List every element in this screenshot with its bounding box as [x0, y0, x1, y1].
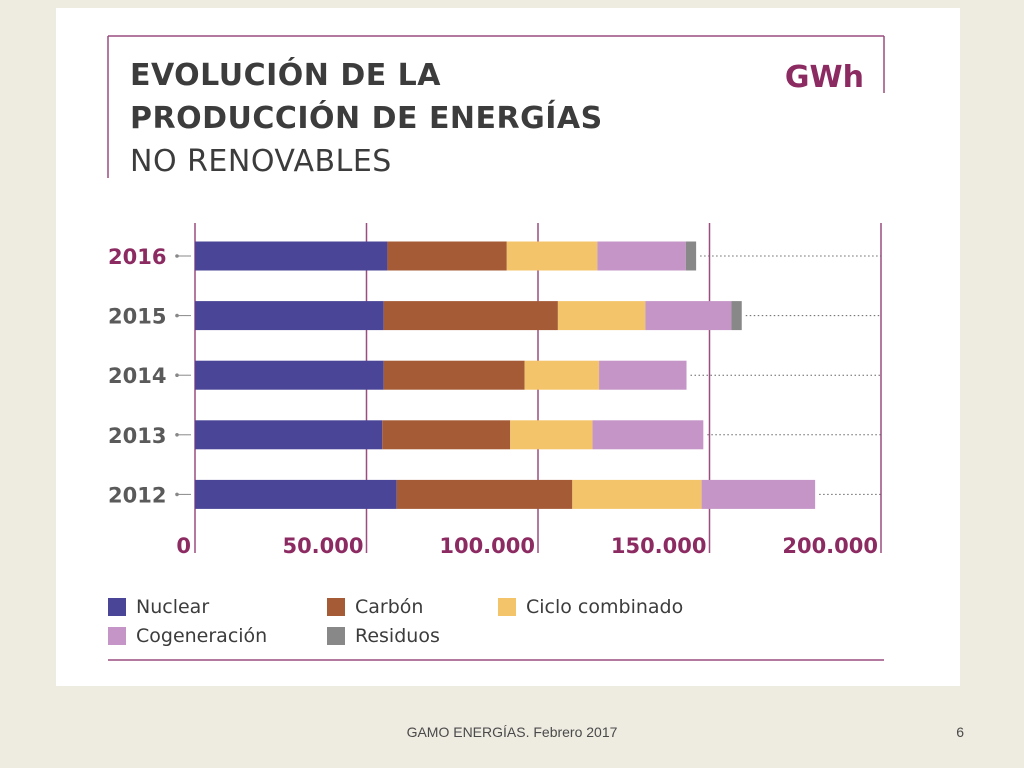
chart-title-line-2: PRODUCCIÓN DE ENERGÍAS: [130, 101, 603, 136]
x-tick-label: 200.000: [782, 534, 878, 558]
x-tick-label: 150.000: [611, 534, 707, 558]
chart-title-line-3: NO RENOVABLES: [130, 144, 392, 179]
category-connector-dot: [175, 492, 179, 497]
category-label: 2016: [108, 245, 166, 269]
category-connector-dot: [175, 373, 179, 378]
legend-label: Carbón: [355, 596, 424, 618]
legend-swatch: [327, 627, 345, 645]
category-label: 2014: [108, 364, 166, 388]
slide-footer: GAMO ENERGÍAS. Febrero 2017: [406, 724, 618, 740]
bar-segment: [597, 241, 686, 271]
chart-title-line-1: EVOLUCIÓN DE LA: [130, 58, 442, 93]
category-label: 2012: [108, 483, 166, 507]
x-tick-label: 100.000: [439, 534, 535, 558]
bar-segment: [195, 241, 388, 271]
bar-segment: [685, 241, 697, 271]
bar-segment: [572, 479, 702, 509]
bar-segment: [396, 479, 573, 509]
chart-card: EVOLUCIÓN DE LA PRODUCCIÓN DE ENERGÍAS N…: [56, 8, 960, 686]
chart-unit-label: GWh: [784, 60, 864, 95]
bar-segment: [195, 301, 384, 331]
bar-segment: [383, 360, 525, 390]
legend-item: Nuclear: [108, 596, 209, 618]
legend-label: Nuclear: [136, 596, 210, 618]
legend-swatch: [327, 598, 345, 616]
legend-swatch: [108, 627, 126, 645]
legend-label: Ciclo combinado: [526, 596, 684, 618]
bar-segment: [557, 301, 646, 331]
bar-segment: [645, 301, 732, 331]
legend-item: Carbón: [327, 596, 423, 618]
legend-item: Residuos: [327, 625, 440, 647]
bar-segment: [731, 301, 742, 331]
legend-item: Cogeneración: [108, 625, 267, 647]
slide-page-number: 6: [956, 724, 964, 740]
category-label: 2013: [108, 424, 166, 448]
bar-segment: [195, 360, 384, 390]
bar-segment: [592, 420, 704, 450]
legend-label: Residuos: [355, 625, 440, 647]
bar-segment: [599, 360, 687, 390]
category-connector-dot: [175, 313, 179, 318]
legend-label: Cogeneración: [136, 625, 268, 647]
legend-item: Ciclo combinado: [498, 596, 683, 618]
category-label: 2015: [108, 305, 166, 329]
x-tick-label: 0: [176, 534, 191, 558]
bar-segment: [383, 301, 558, 331]
bar-segment: [387, 241, 507, 271]
legend-swatch: [108, 598, 126, 616]
category-connector-dot: [175, 433, 179, 437]
bar-segment: [510, 420, 593, 450]
legend-swatch: [498, 598, 516, 616]
category-connector-dot: [175, 254, 179, 258]
bar-segment: [701, 479, 816, 509]
x-tick-label: 50.000: [282, 534, 363, 558]
chart-plot: 2016 2015 2014 2013 2012 0 50.000 100.000 150.00…: [107, 35, 885, 661]
bar-segment: [382, 420, 511, 450]
bar-segment: [524, 360, 600, 390]
bar-segment: [195, 479, 397, 509]
bar-segment: [506, 241, 598, 271]
bar-segment: [195, 420, 383, 450]
